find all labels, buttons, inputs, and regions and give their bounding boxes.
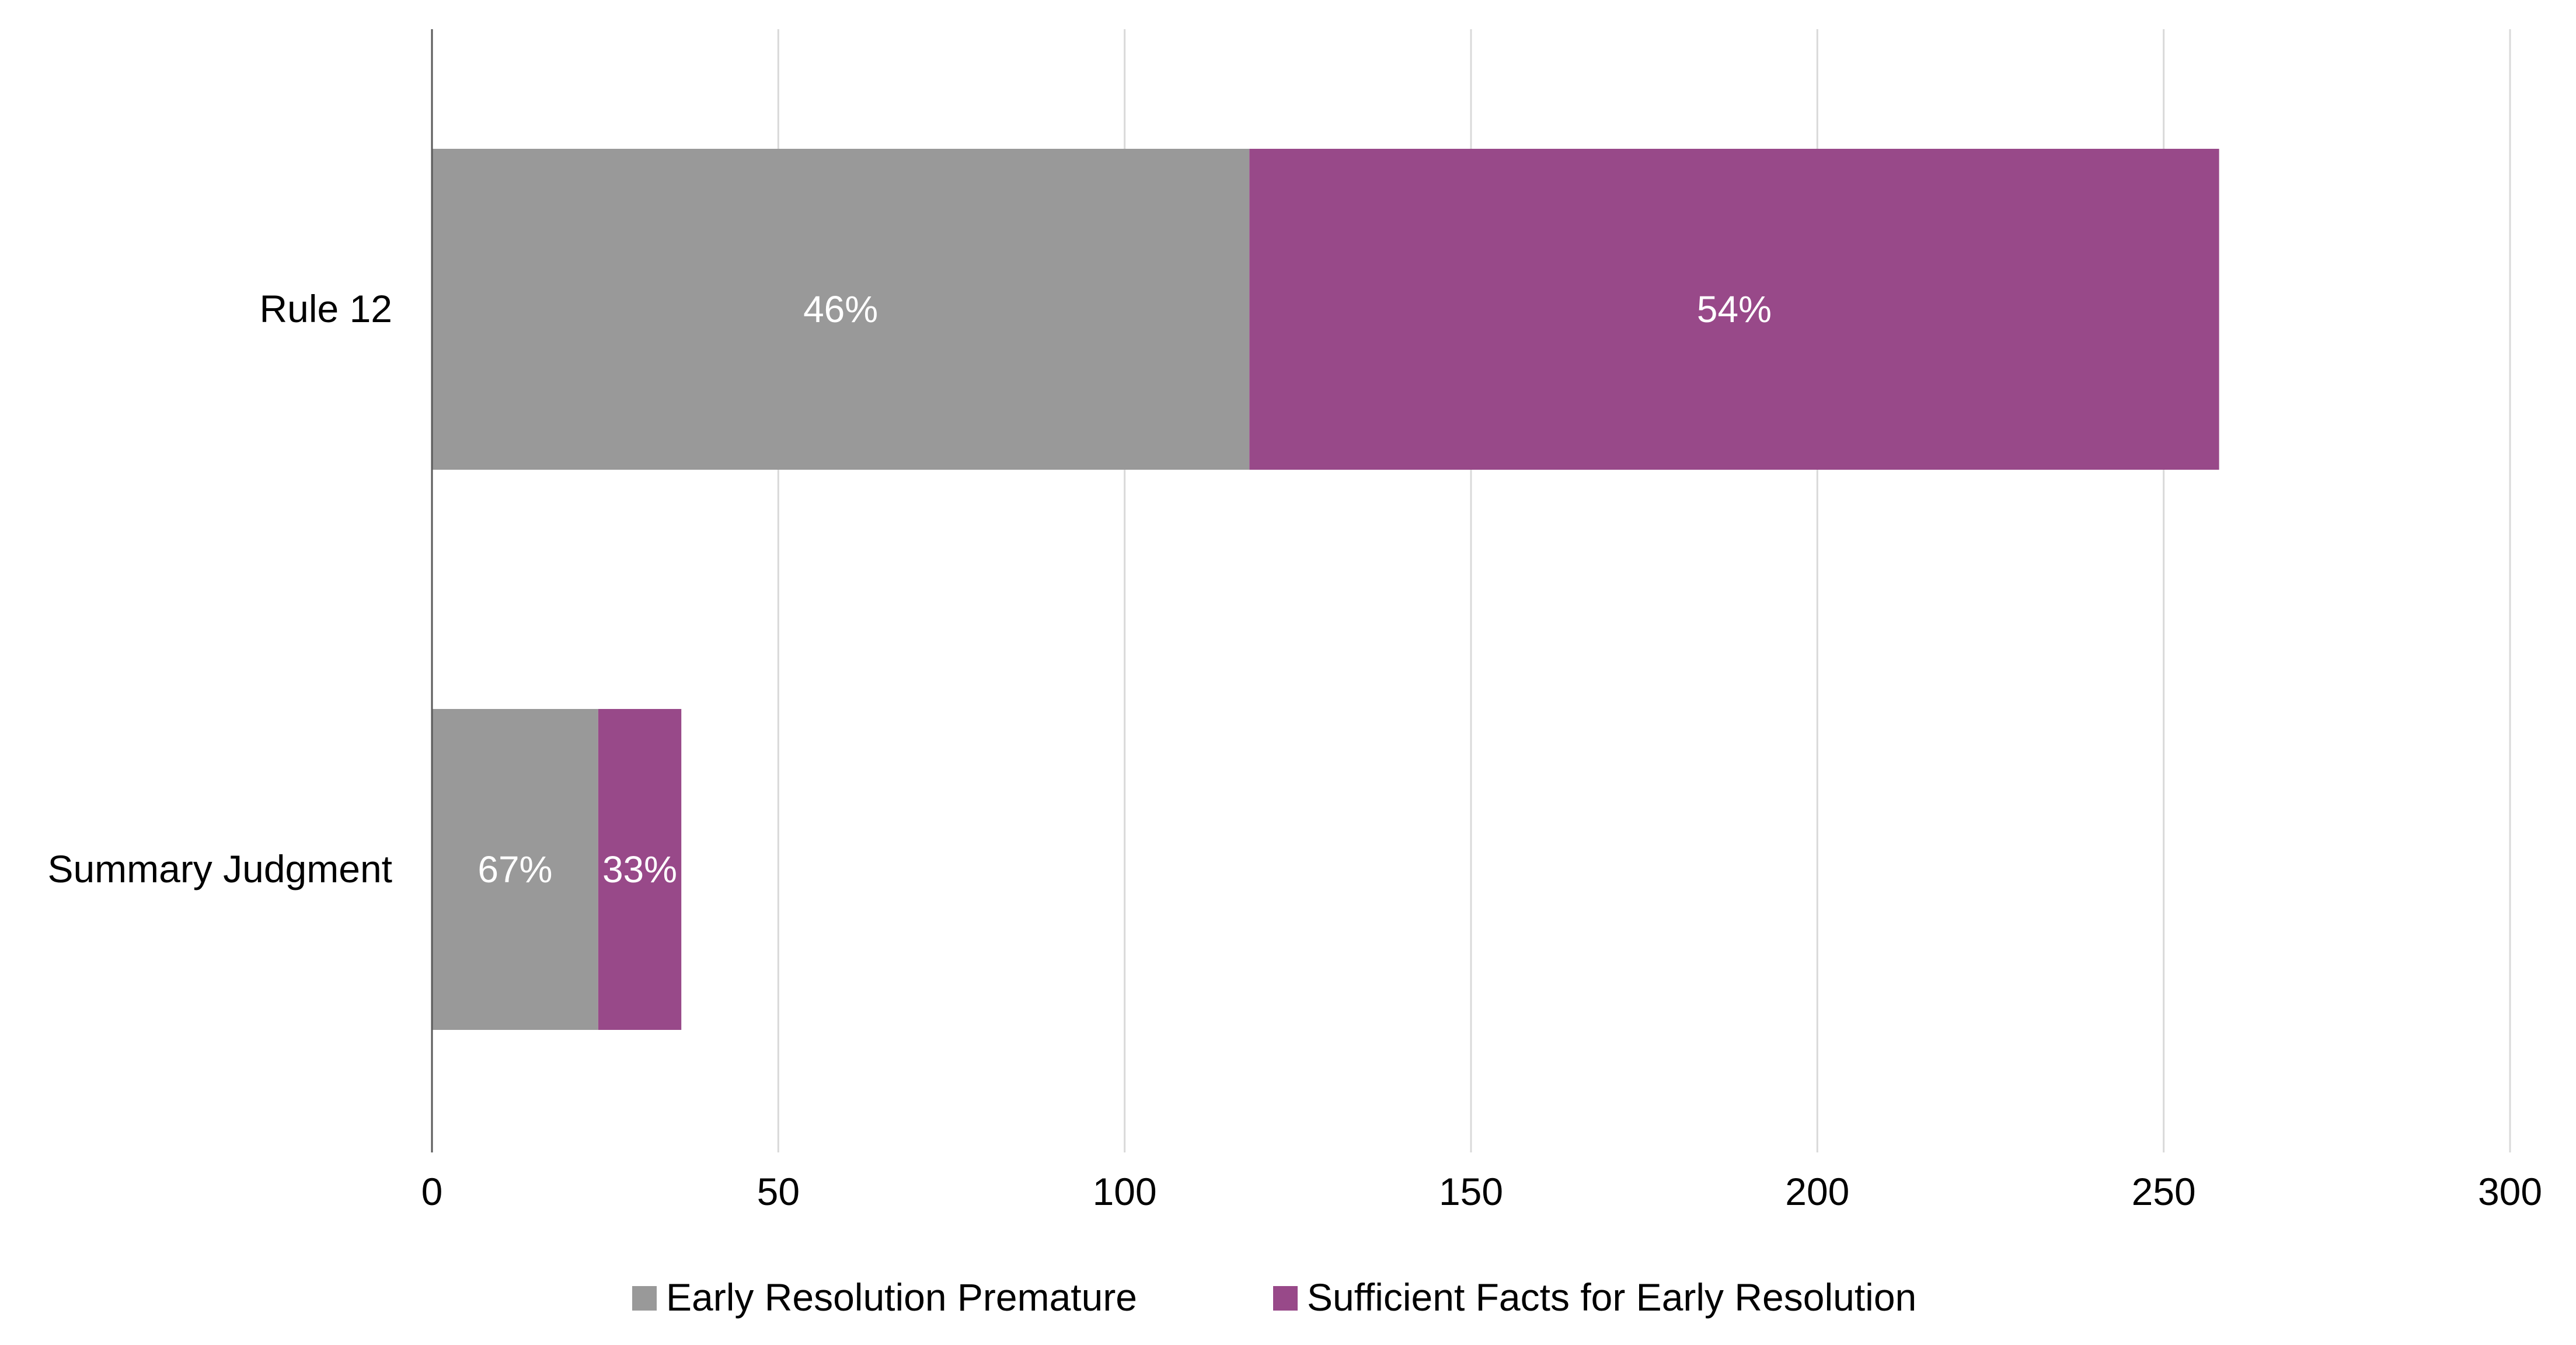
category-label: Rule 12 <box>260 287 393 330</box>
legend: Early Resolution Premature Sufficient Fac… <box>632 1276 1916 1319</box>
legend-label: Early Resolution Premature <box>666 1276 1137 1319</box>
x-tick-label: 250 <box>2132 1170 2196 1213</box>
x-tick-label: 200 <box>1785 1170 1849 1213</box>
legend-swatch <box>1273 1286 1298 1311</box>
data-label: 54% <box>1697 288 1772 330</box>
x-tick-label: 100 <box>1093 1170 1157 1213</box>
legend-swatch <box>632 1286 657 1311</box>
x-tick-label: 150 <box>1439 1170 1503 1213</box>
data-label: 33% <box>602 848 677 890</box>
category-label: Summary Judgment <box>47 847 392 890</box>
x-tick-label: 300 <box>2478 1170 2542 1213</box>
bars: 46% 54% 67% 33% <box>432 149 2219 1030</box>
data-label: 46% <box>803 288 878 330</box>
legend-label: Sufficient Facts for Early Resolution <box>1307 1276 1916 1319</box>
x-tick-label: 50 <box>757 1170 800 1213</box>
x-tick-label: 0 <box>421 1170 443 1213</box>
data-label: 67% <box>477 848 552 890</box>
